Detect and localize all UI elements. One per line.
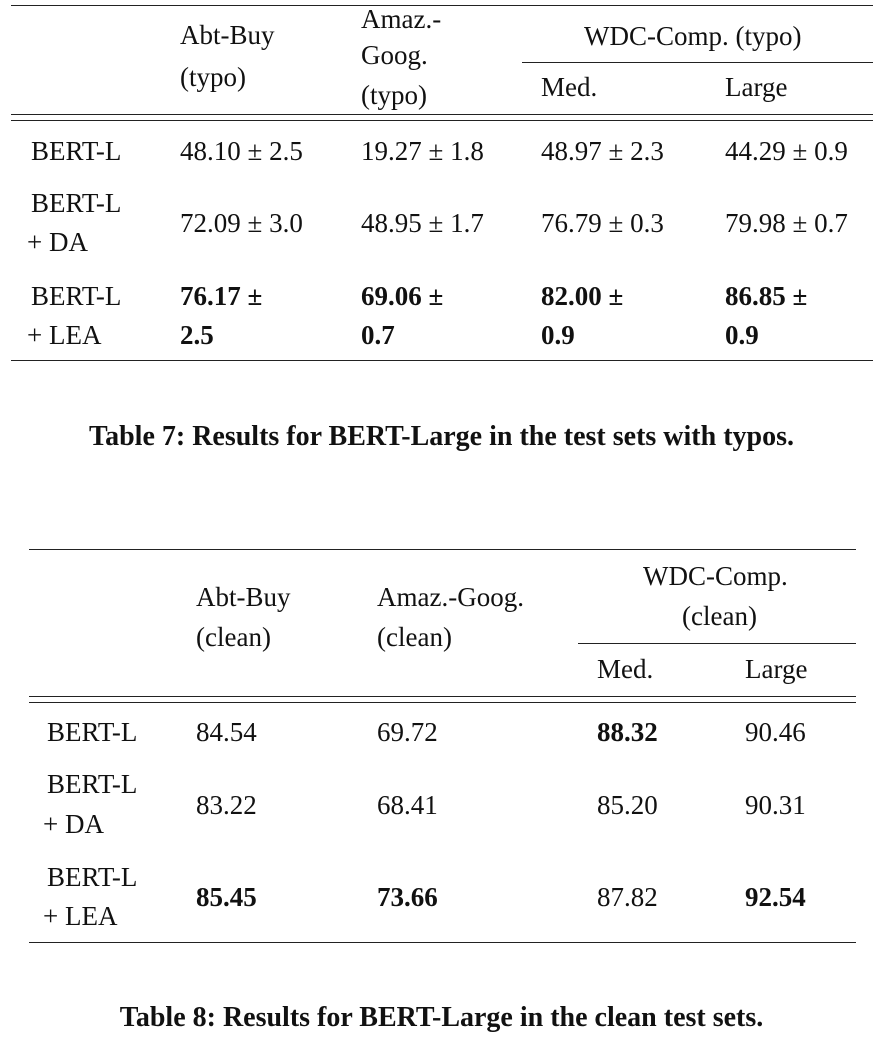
- cell-bold: 0.9: [725, 320, 759, 350]
- cell: 79.98 ± 0.7: [725, 208, 848, 238]
- row-label-suffix: + DA: [27, 227, 88, 257]
- header-large: Large: [745, 654, 808, 684]
- cell: 84.54: [196, 717, 257, 747]
- cell-bold: 86.85 ±: [725, 281, 808, 311]
- cell-bold: 69.06 ±: [361, 281, 444, 311]
- header-large: Large: [725, 72, 788, 102]
- cell-bold: 73.66: [377, 882, 438, 912]
- header-rule-2: [11, 120, 873, 121]
- header-amaz-typo: (typo): [361, 80, 427, 110]
- cell-bold: 82.00 ±: [541, 281, 624, 311]
- header-abt-buy-typo: (typo): [180, 62, 246, 92]
- header-goog: Goog.: [361, 40, 428, 70]
- row-label: BERT-L: [31, 136, 122, 166]
- row-label-suffix: + LEA: [43, 901, 118, 931]
- row-label: BERT-L: [31, 281, 122, 311]
- cell-bold: 88.32: [597, 717, 658, 747]
- cell: 87.82: [597, 882, 658, 912]
- header-amaz-goog-clean: (clean): [377, 622, 452, 652]
- cell-bold: 76.17 ±: [180, 281, 263, 311]
- group-rule: [522, 62, 873, 63]
- cell: 83.22: [196, 790, 257, 820]
- header-abt-buy: Abt-Buy: [180, 20, 275, 50]
- row-label: BERT-L: [47, 717, 138, 747]
- bottom-rule: [11, 360, 873, 361]
- cell: 19.27 ± 1.8: [361, 136, 484, 166]
- cell: 44.29 ± 0.9: [725, 136, 848, 166]
- header-abt-buy: Abt-Buy: [196, 582, 291, 612]
- header-med: Med.: [597, 654, 654, 684]
- group-rule: [578, 643, 856, 644]
- row-label: BERT-L: [31, 188, 122, 218]
- cell-bold: 2.5: [180, 320, 214, 350]
- cell: 48.95 ± 1.7: [361, 208, 484, 238]
- row-label-suffix: + DA: [43, 809, 104, 839]
- header-amaz-goog: Amaz.-Goog.: [377, 582, 524, 612]
- header-rule-1: [29, 696, 856, 697]
- header-rule-1: [11, 114, 873, 115]
- header-med: Med.: [541, 72, 598, 102]
- header-abt-buy-clean: (clean): [196, 622, 271, 652]
- row-label: BERT-L: [47, 769, 138, 799]
- header-rule-2: [29, 702, 856, 703]
- cell-bold: 92.54: [745, 882, 806, 912]
- cell-bold: 0.9: [541, 320, 575, 350]
- cell: 90.46: [745, 717, 806, 747]
- header-wdc-comp: WDC-Comp. (typo): [584, 21, 802, 51]
- cell-bold: 85.45: [196, 882, 257, 912]
- table-7-caption: Table 7: Results for BERT-Large in the t…: [88, 421, 794, 452]
- header-wdc-comp-clean: (clean): [682, 601, 757, 631]
- top-rule: [11, 5, 873, 6]
- cell: 90.31: [745, 790, 806, 820]
- top-rule: [29, 549, 856, 550]
- header-amaz: Amaz.-: [361, 4, 442, 34]
- cell: 69.72: [377, 717, 438, 747]
- cell-bold: 0.7: [361, 320, 395, 350]
- row-label: BERT-L: [47, 862, 138, 892]
- cell: 76.79 ± 0.3: [541, 208, 664, 238]
- table-8-caption: Table 8: Results for BERT-Large in the c…: [119, 1002, 764, 1033]
- cell: 48.10 ± 2.5: [180, 136, 303, 166]
- row-label-suffix: + LEA: [27, 320, 102, 350]
- header-wdc-comp: WDC-Comp.: [643, 561, 788, 591]
- cell: 48.97 ± 2.3: [541, 136, 664, 166]
- bottom-rule: [29, 942, 856, 943]
- cell: 68.41: [377, 790, 438, 820]
- cell: 72.09 ± 3.0: [180, 208, 303, 238]
- cell: 85.20: [597, 790, 658, 820]
